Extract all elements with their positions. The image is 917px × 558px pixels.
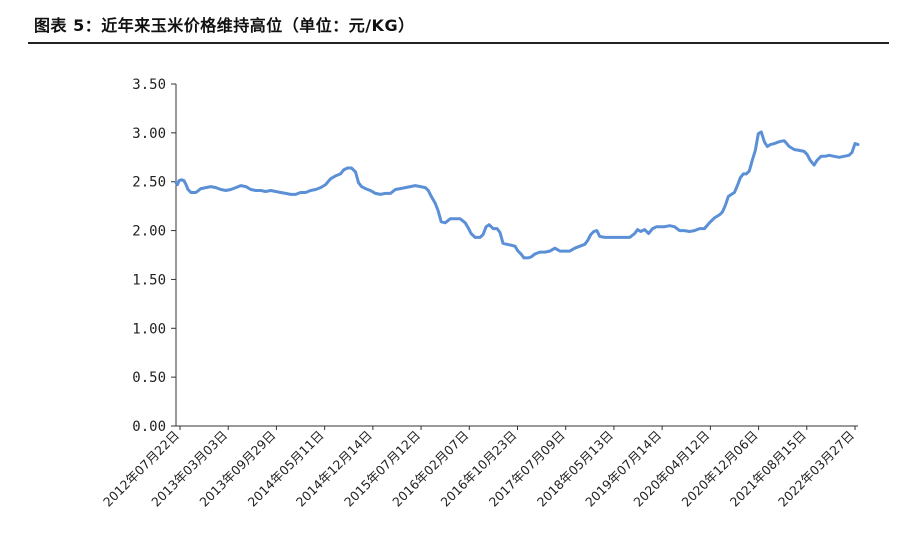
- y-tick-label: 3.00: [132, 126, 166, 142]
- chart-title: 图表 5：近年来玉米价格维持高位（单位：元/KG）: [34, 16, 415, 35]
- x-axis: 2012年07月22日2013年03月03日2013年09月29日2014年05…: [100, 425, 858, 510]
- y-tick-label: 1.50: [132, 272, 166, 288]
- y-tick-label: 1.00: [132, 321, 166, 337]
- y-tick-label: 2.50: [132, 175, 166, 191]
- y-tick-label: 0.00: [132, 419, 166, 435]
- title-divider: [28, 42, 889, 44]
- y-tick-label: 3.50: [132, 77, 166, 93]
- y-axis: 0.00 0.50 1.00 1.50 2.00 2.50 3.00 3.50: [132, 77, 177, 435]
- y-tick-label: 2.00: [132, 224, 166, 240]
- plot-area: [174, 130, 860, 260]
- y-tick-label: 0.50: [132, 370, 166, 386]
- price-series-line: [174, 130, 860, 260]
